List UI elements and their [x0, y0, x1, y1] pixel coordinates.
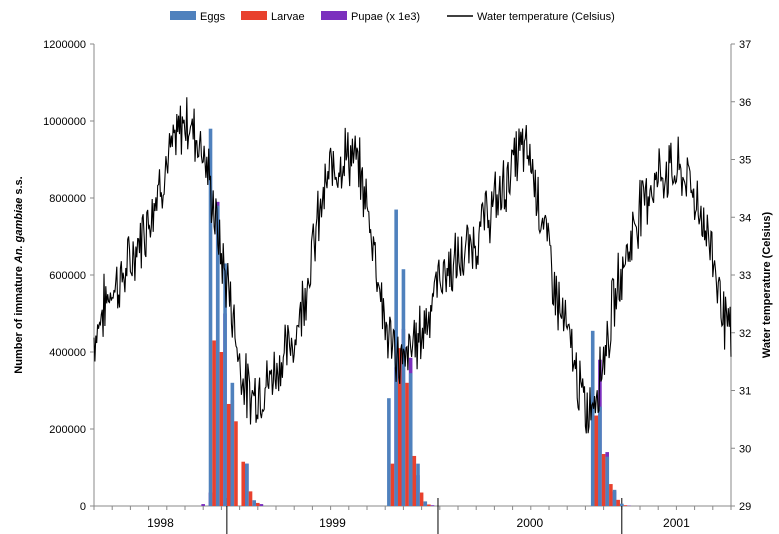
larvae-bar — [212, 340, 216, 506]
larvae-bar — [234, 421, 238, 506]
y-right-tick-label: 30 — [739, 443, 751, 455]
eggs-bar — [252, 500, 256, 506]
y-axis-left-title: Number of immature An. gambiae s.s. — [13, 176, 25, 373]
y-left-tick-label: 600000 — [49, 270, 86, 282]
y-left-tick-label: 0 — [80, 501, 86, 513]
year-label: 1998 — [147, 516, 174, 530]
y-right-tick-label: 37 — [739, 39, 751, 51]
larvae-bar — [616, 499, 620, 506]
larvae-bar — [226, 403, 231, 506]
eggs-bar — [401, 269, 406, 506]
y-axis-left-title-part1: Number of immature — [13, 263, 25, 374]
larvae-bar — [427, 504, 431, 506]
year-label: 1999 — [319, 516, 346, 530]
eggs-bar — [230, 382, 235, 506]
eggs-bar — [612, 489, 617, 506]
eggs-bar — [598, 406, 602, 506]
legend-eggs-swatch — [170, 11, 196, 20]
eggs-bar — [245, 463, 249, 506]
legend-pupae-swatch — [321, 11, 347, 20]
y-right-tick-label: 34 — [739, 212, 751, 224]
eggs-bar — [590, 330, 595, 506]
larvae-bar — [256, 502, 260, 506]
y-left-tick-label: 800000 — [49, 193, 86, 205]
legend-larvae-label: Larvae — [271, 11, 305, 23]
y-right-tick-label: 29 — [739, 501, 751, 513]
legend-eggs-label: Eggs — [200, 11, 226, 23]
y-left-tick-label: 1200000 — [43, 39, 86, 51]
larvae-bar — [219, 352, 224, 506]
y-right-tick-label: 36 — [739, 97, 751, 109]
eggs-bar — [605, 456, 610, 506]
eggs-bar — [620, 503, 624, 506]
larvae-bar — [594, 415, 599, 506]
temperature-line — [93, 97, 732, 434]
larvae-bar — [412, 455, 417, 506]
pupae-bar — [430, 505, 435, 506]
pupae-bar — [201, 504, 205, 506]
year-label: 2001 — [663, 516, 690, 530]
y-left-tick-label: 400000 — [49, 347, 86, 359]
plot-area: 0 200000 400000 600000 800000 1000000 1200000 2… — [43, 39, 751, 534]
eggs-bar — [394, 209, 398, 507]
eggs-bar — [216, 205, 220, 506]
y-right-tick-label: 35 — [739, 155, 751, 167]
eggs-bar — [408, 373, 413, 506]
larvae-bar — [419, 492, 424, 506]
y-left-tick-label: 200000 — [49, 424, 86, 436]
eggs-bar — [208, 128, 213, 506]
legend-larvae-swatch — [241, 11, 267, 20]
eggs-bar — [223, 263, 227, 506]
larvae-bar — [623, 505, 628, 506]
pupae-bar — [259, 504, 264, 506]
larvae-bar — [601, 454, 606, 506]
y-right-tick-label: 32 — [739, 328, 751, 340]
legend-pupae-label: Pupae (x 1e3) — [351, 11, 420, 23]
eggs-bar — [423, 501, 428, 506]
year-label: 2000 — [517, 516, 544, 530]
larvae-bar — [390, 463, 395, 506]
legend: Eggs Larvae Pupae (x 1e3) Water temperat… — [170, 11, 615, 23]
larvae-bar — [609, 484, 613, 506]
y-axis-left-title-part3: s.s. — [13, 176, 25, 197]
y-axis-left-title-species: An. gambiae — [13, 198, 25, 264]
larvae-bar — [241, 461, 246, 506]
y-axis-right-title: Water temperature (Celsius) — [761, 212, 773, 359]
eggs-bar — [416, 463, 420, 506]
legend-temp-label: Water temperature (Celsius) — [477, 11, 615, 23]
eggs-bar — [387, 398, 391, 506]
larvae-bar — [405, 382, 409, 506]
y-right-tick-label: 33 — [739, 270, 751, 282]
larvae-bar — [248, 491, 253, 506]
y-left-tick-label: 1000000 — [43, 116, 86, 128]
larvae-bar — [397, 348, 402, 506]
y-right-tick-label: 31 — [739, 386, 751, 398]
